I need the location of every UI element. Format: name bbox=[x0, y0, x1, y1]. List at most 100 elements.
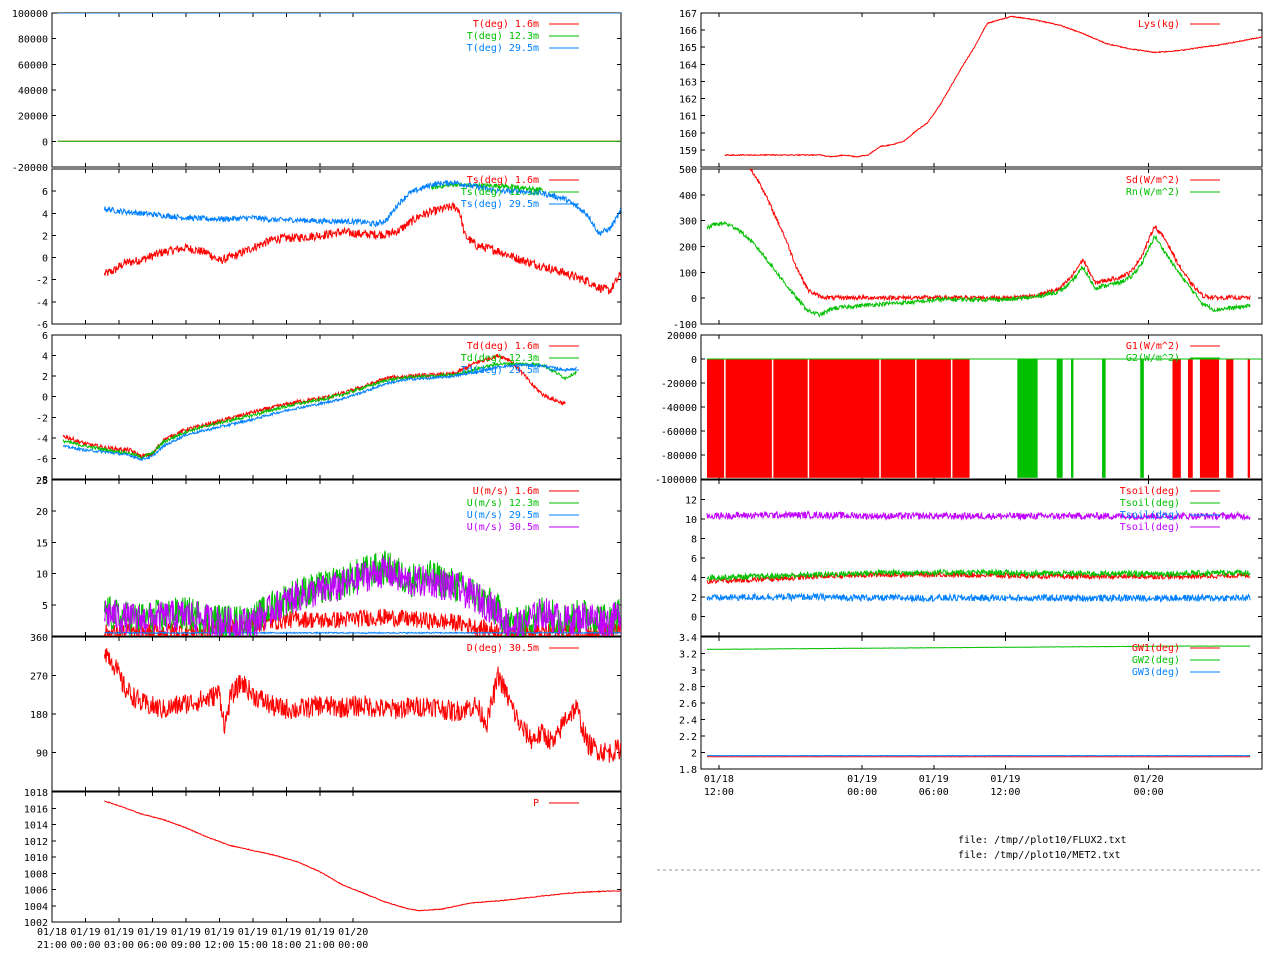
legend-label: Td(deg) 1.6m bbox=[467, 341, 539, 352]
series-line bbox=[706, 645, 1251, 651]
legend-label: U(m/s) 1.6m bbox=[473, 486, 539, 497]
y-tick-label: 270 bbox=[30, 672, 48, 683]
legend-label: GW3(deg) bbox=[1132, 667, 1180, 678]
series-line bbox=[430, 181, 544, 193]
x-tick-label-time: 12:00 bbox=[990, 787, 1020, 798]
plot-frame bbox=[51, 791, 622, 923]
footer-file-flux: file: /tmp//plot10/FLUX2.txt bbox=[958, 835, 1127, 846]
plot-frame bbox=[51, 168, 622, 325]
y-tick-label: 360 bbox=[30, 633, 48, 644]
series-line bbox=[103, 202, 621, 295]
y-tick-label: -20000 bbox=[12, 163, 48, 174]
x-tick-label-time: 21:00 bbox=[37, 940, 67, 951]
y-tick-label: 80000 bbox=[18, 35, 48, 46]
legend-label: Tsoil(deg) bbox=[1120, 522, 1180, 533]
y-tick-label: 20 bbox=[36, 507, 48, 518]
y-tick-label: 20000 bbox=[18, 112, 48, 123]
chart-panel-10: 024681012Tsoil(deg)Tsoil(deg)Tsoil(deg)T… bbox=[685, 479, 1263, 637]
chart-panel-8: -100 0 100 200 300 400 500 Sd(W/m^2)Rn(W/m^2) bbox=[673, 165, 1263, 331]
series-band bbox=[1226, 359, 1234, 478]
y-tick-label: 159 bbox=[679, 146, 697, 157]
series-band bbox=[1102, 359, 1106, 478]
y-tick-label: 200 bbox=[679, 243, 697, 254]
y-tick-label: 163 bbox=[679, 77, 697, 88]
legend-label: D(deg) 30.5m bbox=[467, 643, 539, 654]
legend-label: GW2(deg) bbox=[1132, 655, 1180, 666]
y-tick-label: 0 bbox=[42, 254, 48, 265]
series-group bbox=[104, 800, 621, 912]
legend-label: Tsoil(deg) bbox=[1120, 510, 1180, 521]
legend-label: U(m/s) 29.5m bbox=[467, 510, 539, 521]
x-tick-label-date: 01/19 bbox=[990, 774, 1020, 785]
series-line bbox=[62, 362, 577, 462]
series-group bbox=[706, 358, 1262, 478]
chart-panel-4: 5 10 15 20 25 U(m/s) 1.6mU(m/s) 12.3mU(m/s) 2… bbox=[36, 476, 622, 637]
y-tick-label: 500 bbox=[679, 165, 697, 176]
y-tick-label: 3 bbox=[691, 666, 697, 677]
x-tick-label-date: 01/19 bbox=[847, 774, 877, 785]
y-tick-label: 2.8 bbox=[679, 683, 697, 694]
series-group bbox=[706, 645, 1251, 758]
y-tick-label: -8 bbox=[36, 475, 48, 486]
y-tick-label: 1018 bbox=[24, 788, 48, 799]
y-tick-label: 1014 bbox=[24, 821, 48, 832]
x-tick-label-date: 01/20 bbox=[338, 927, 368, 938]
legend-label: Tsoil(deg) bbox=[1120, 498, 1180, 509]
series-band bbox=[1017, 359, 1038, 478]
legend-label: Td(deg) 12.3m bbox=[461, 353, 539, 364]
y-tick-label: -6 bbox=[36, 454, 48, 465]
y-tick-label: 0 bbox=[42, 393, 48, 404]
y-tick-label: 165 bbox=[679, 43, 697, 54]
x-tick-label-time: 00:00 bbox=[1134, 787, 1164, 798]
legend-label: Tsoil(deg) bbox=[1120, 486, 1180, 497]
y-tick-label: 60000 bbox=[18, 60, 48, 71]
y-tick-label: 3.2 bbox=[679, 650, 697, 661]
x-tick-label-date: 01/19 bbox=[171, 927, 201, 938]
y-tick-label: 1002 bbox=[24, 918, 48, 929]
y-tick-label: 2 bbox=[691, 593, 697, 604]
series-line bbox=[104, 800, 621, 912]
legend-label: Td(deg) 29.5m bbox=[461, 365, 539, 376]
y-tick-label: 162 bbox=[679, 95, 697, 106]
x-tick-label-time: 12:00 bbox=[204, 940, 234, 951]
y-tick-label: 4 bbox=[42, 209, 48, 220]
x-tick-label-date: 01/19 bbox=[271, 927, 301, 938]
x-tick-label-date: 01/19 bbox=[204, 927, 234, 938]
legend-label: GW1(deg) bbox=[1132, 643, 1180, 654]
chart-panel-11: 1.8 2 2.2 2.4 2.6 2.8 3 3.2 3.4 01/18 12:00 01/19 00… bbox=[679, 633, 1263, 798]
series-band bbox=[1172, 359, 1181, 478]
series-group bbox=[724, 15, 1262, 158]
y-tick-label: 40000 bbox=[18, 86, 48, 97]
y-tick-label: 0 bbox=[42, 137, 48, 148]
legend-label: U(m/s) 30.5m bbox=[467, 522, 539, 533]
x-tick-label-time: 00:00 bbox=[847, 787, 877, 798]
y-tick-label: 6 bbox=[42, 187, 48, 198]
series-band bbox=[1247, 359, 1251, 478]
y-tick-label: 0 bbox=[691, 613, 697, 624]
y-tick-label: 1012 bbox=[24, 837, 48, 848]
y-tick-label: 12 bbox=[685, 496, 697, 507]
y-tick-label: 1004 bbox=[24, 902, 48, 913]
series-group bbox=[706, 510, 1251, 604]
series-line bbox=[706, 592, 1251, 604]
y-tick-label: 400 bbox=[679, 191, 697, 202]
series-line bbox=[103, 179, 621, 237]
y-tick-label: -100 bbox=[673, 320, 697, 331]
y-tick-label: 164 bbox=[679, 60, 697, 71]
x-tick-label-time: 21:00 bbox=[305, 940, 335, 951]
y-tick-label: 2 bbox=[42, 231, 48, 242]
x-tick-label-date: 01/19 bbox=[305, 927, 335, 938]
y-tick-label: -4 bbox=[36, 434, 48, 445]
series-line bbox=[706, 568, 1251, 582]
x-tick-label-date: 01/19 bbox=[137, 927, 167, 938]
series-band bbox=[1187, 359, 1193, 478]
y-tick-label: -60000 bbox=[661, 427, 697, 438]
chart-panel-1: -20000 0 20000 40000 60000 80000 100000 T(deg) … bbox=[12, 9, 622, 174]
y-tick-label: 167 bbox=[679, 9, 697, 20]
y-tick-label: 180 bbox=[30, 710, 48, 721]
x-tick-label-date: 01/20 bbox=[1134, 774, 1164, 785]
x-tick-label-time: 12:00 bbox=[704, 787, 734, 798]
series-group bbox=[706, 169, 1251, 319]
series-line bbox=[706, 220, 1251, 319]
